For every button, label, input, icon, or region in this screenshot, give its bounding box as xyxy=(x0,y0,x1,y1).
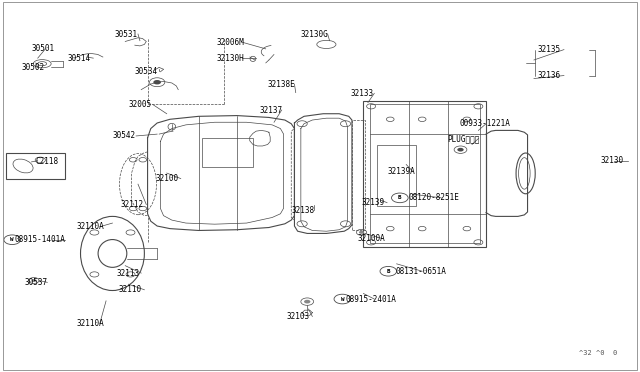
Text: 30514: 30514 xyxy=(68,54,91,62)
Text: W: W xyxy=(10,237,14,242)
Text: 08131-0651A: 08131-0651A xyxy=(396,267,446,276)
Text: 32110A: 32110A xyxy=(76,320,104,328)
Text: 08120-8251E: 08120-8251E xyxy=(408,193,459,202)
Text: 32138: 32138 xyxy=(291,206,314,215)
Bar xyxy=(352,120,365,231)
Text: 32130G: 32130G xyxy=(301,29,328,39)
Bar xyxy=(6,153,65,179)
Text: 32139: 32139 xyxy=(362,198,385,207)
Circle shape xyxy=(304,300,310,304)
Text: 32130: 32130 xyxy=(601,156,624,165)
Text: ^32 ^0  0: ^32 ^0 0 xyxy=(579,350,617,356)
Text: 32135: 32135 xyxy=(537,45,560,54)
Text: 32110A: 32110A xyxy=(76,222,104,231)
Text: 32136: 32136 xyxy=(537,71,560,80)
Text: 30534: 30534 xyxy=(135,67,158,76)
Text: 00933-1221A: 00933-1221A xyxy=(460,119,510,128)
Text: 32112: 32112 xyxy=(121,200,144,209)
Text: 32113: 32113 xyxy=(117,269,140,278)
Text: W: W xyxy=(340,296,344,302)
Text: 30502: 30502 xyxy=(21,63,44,72)
Text: 08915-1401A: 08915-1401A xyxy=(15,235,66,244)
Text: 32133: 32133 xyxy=(351,89,374,98)
Circle shape xyxy=(154,80,161,84)
Text: 32100: 32100 xyxy=(156,174,179,183)
Text: 32006M: 32006M xyxy=(216,38,244,47)
Text: 32005: 32005 xyxy=(129,100,152,109)
Text: 08915-2401A: 08915-2401A xyxy=(346,295,396,304)
Text: 32137: 32137 xyxy=(259,106,282,115)
Circle shape xyxy=(458,148,464,151)
Text: B: B xyxy=(387,269,390,274)
Text: 32103: 32103 xyxy=(287,312,310,321)
Text: 30542: 30542 xyxy=(113,131,136,141)
Text: B: B xyxy=(398,195,401,201)
Text: 32139A: 32139A xyxy=(387,167,415,176)
Bar xyxy=(364,101,486,247)
Text: 32138E: 32138E xyxy=(268,80,296,89)
Text: 30531: 30531 xyxy=(115,29,138,39)
Bar xyxy=(378,145,416,206)
Text: 32100A: 32100A xyxy=(357,234,385,243)
Circle shape xyxy=(359,231,364,234)
Bar xyxy=(370,105,479,243)
Text: 32110: 32110 xyxy=(119,285,142,294)
Text: 30501: 30501 xyxy=(31,44,54,53)
Text: C2118: C2118 xyxy=(36,157,59,166)
Text: 32130H: 32130H xyxy=(216,54,244,62)
Circle shape xyxy=(31,279,36,282)
Text: PLUGプラグ: PLUGプラグ xyxy=(448,134,480,143)
Text: 30537: 30537 xyxy=(25,278,48,287)
Bar xyxy=(202,138,253,167)
